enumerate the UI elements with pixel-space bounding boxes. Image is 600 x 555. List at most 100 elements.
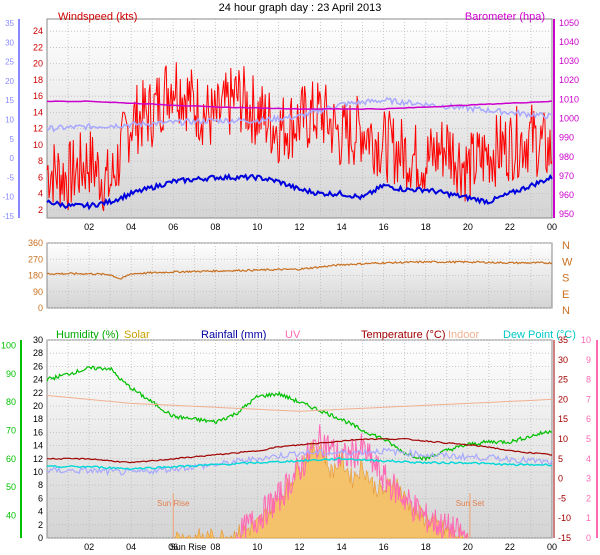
compass-label: E [562, 289, 569, 301]
wind-tick-label: 2 [38, 205, 43, 215]
apparent-line [46, 96, 553, 133]
dewpoint-line [46, 457, 553, 471]
wind-tick-label: 10 [33, 140, 43, 150]
uv-tick-label: 0 [586, 533, 591, 543]
wind-tick-label: 6 [38, 172, 43, 182]
rain-tick-label: 22 [33, 388, 43, 398]
baro-tick-label: 1000 [559, 114, 579, 124]
rain-tick-label: 24 [33, 375, 43, 385]
legend-uv: UV [285, 329, 301, 341]
rain-tick-label: 8 [38, 480, 43, 490]
temp-tick-label: 35 [558, 335, 568, 345]
rain-tick-label: 16 [33, 427, 43, 437]
compass-label: N [562, 240, 570, 252]
outer-tick-label: -5 [7, 173, 15, 182]
uv-tick-label: 3 [586, 474, 591, 484]
rain-tick-label: 20 [33, 401, 43, 411]
rain-tick-label: 28 [33, 348, 43, 358]
rain-tick-label: 26 [33, 361, 43, 371]
dir-tick-label: 270 [28, 254, 43, 264]
legend-temperature: Temperature (°C) [361, 329, 445, 341]
humidity-tick-label: 60 [6, 454, 16, 464]
temp-tick-label: -15 [558, 533, 571, 543]
wind-tick-label: 14 [33, 107, 43, 117]
outer-tick-label: -15 [2, 212, 14, 221]
legend-indoor: Indoor [448, 329, 480, 341]
x-tick-label: 00 [547, 542, 557, 552]
dir-tick-label: 180 [28, 271, 43, 281]
wind-tick-label: 18 [33, 75, 43, 85]
baro-tick-label: 950 [559, 209, 574, 219]
x-tick-label: 14 [337, 222, 347, 232]
humidity-tick-label: 50 [6, 482, 16, 492]
x-tick-label: 10 [252, 222, 262, 232]
x-tick-label: 18 [421, 222, 431, 232]
uv-tick-label: 9 [586, 355, 591, 365]
dir-tick-label: 360 [28, 238, 43, 248]
series-lines [46, 62, 553, 540]
rain-tick-label: 12 [33, 454, 43, 464]
wind-tick-label: 8 [38, 156, 43, 166]
dir-tick-label: 90 [33, 287, 43, 297]
x-tick-label: 12 [294, 222, 304, 232]
uv-tick-label: 5 [586, 434, 591, 444]
x-tick-label: 22 [505, 222, 515, 232]
gust-line [46, 62, 553, 212]
baro-tick-label: 1040 [559, 37, 579, 47]
sun-marker-label: Sun Rise [157, 499, 190, 508]
baro-tick-label: 1010 [559, 94, 579, 104]
temperature-line [46, 437, 552, 464]
x-tick-label: 04 [126, 542, 136, 552]
legend-humidity: Humidity (%) [56, 329, 119, 341]
outer-tick-label: 35 [5, 19, 14, 28]
wind-tick-label: 16 [33, 91, 43, 101]
rain-tick-label: 0 [38, 533, 43, 543]
x-tick-label: 16 [379, 542, 389, 552]
humidity-tick-label: 90 [6, 369, 16, 379]
outer-tick-label: 25 [5, 58, 14, 67]
baro-tick-label: 1020 [559, 75, 579, 85]
legend-dewpoint: Dew Point (°C) [503, 329, 576, 341]
x-tick-label: 16 [379, 222, 389, 232]
rain-tick-label: 4 [38, 507, 43, 517]
x-tick-label: 20 [463, 222, 473, 232]
legend-rainfall: Rainfall (mm) [201, 329, 266, 341]
baro-tick-label: 960 [559, 190, 574, 200]
baro-tick-label: 970 [559, 171, 574, 181]
wind-tick-label: 22 [33, 42, 43, 52]
baro-tick-label: 1030 [559, 56, 579, 66]
graph-title: 24 hour graph day : 23 April 2013 [219, 2, 382, 14]
humidity-line [46, 365, 553, 462]
outer-tick-label: 20 [5, 77, 14, 86]
humidity-tick-label: 70 [6, 426, 16, 436]
compass-label: N [562, 305, 570, 317]
compass-label: W [562, 256, 573, 268]
x-tick-label: 06 [168, 542, 178, 552]
x-tick-label: 08 [210, 222, 220, 232]
x-tick-label: 10 [252, 542, 262, 552]
rain-tick-label: 14 [33, 441, 43, 451]
wind-direction-line [46, 260, 553, 280]
uv-tick-label: 8 [586, 375, 591, 385]
temp-tick-label: 15 [558, 414, 568, 424]
barometer-line [46, 100, 553, 110]
wind-tick-label: 4 [38, 189, 43, 199]
uv-tick-label: 7 [586, 394, 591, 404]
x-tick-label: 20 [463, 542, 473, 552]
outer-tick-label: 15 [5, 96, 14, 105]
temp-tick-label: 0 [558, 474, 563, 484]
wind-tick-label: 12 [33, 124, 43, 134]
dir-tick-label: 0 [38, 303, 43, 313]
indoor-line [46, 394, 553, 412]
uv-tick-label: 10 [581, 335, 591, 345]
baro-tick-label: 990 [559, 133, 574, 143]
uv-tick-label: 4 [586, 454, 591, 464]
temp-tick-label: 30 [558, 355, 568, 365]
temp-tick-label: 25 [558, 375, 568, 385]
x-tick-label: 02 [84, 222, 94, 232]
x-tick-label: 06 [168, 222, 178, 232]
x-tick-label: 22 [505, 542, 515, 552]
outer-tick-label: 10 [5, 116, 14, 125]
